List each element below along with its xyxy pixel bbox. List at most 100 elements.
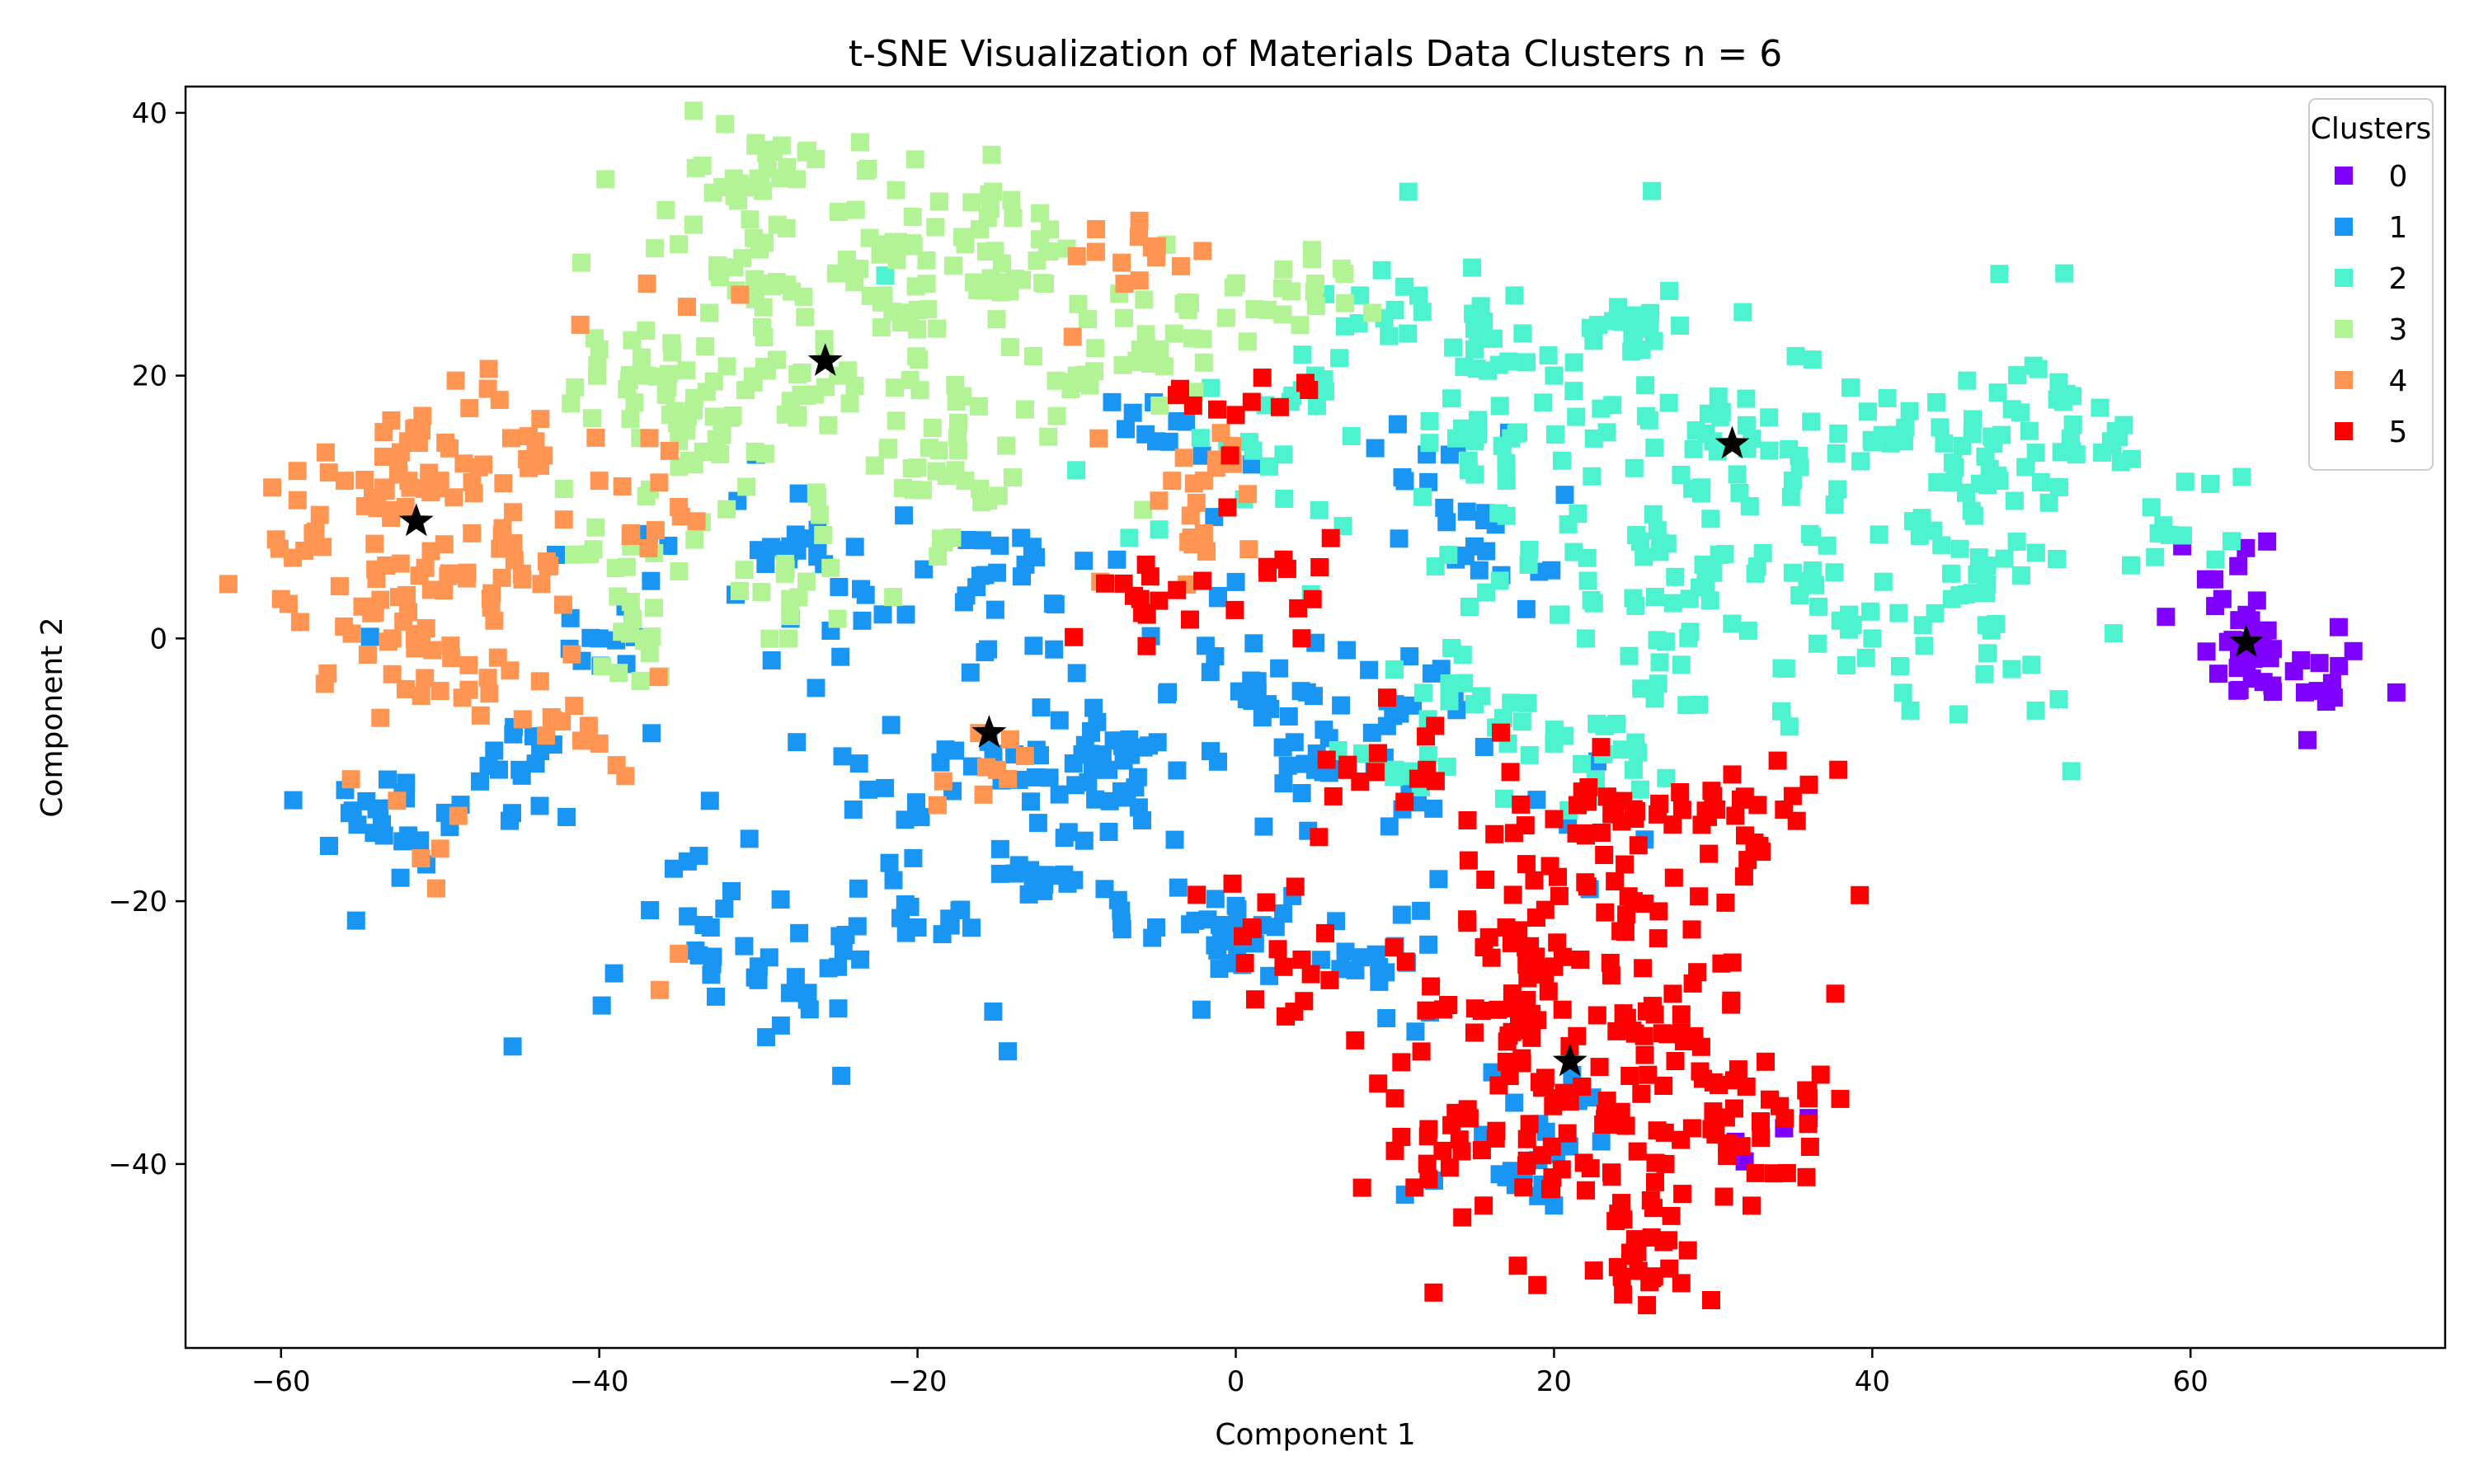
- cluster-2-point: [2149, 524, 2168, 542]
- cluster-5-point: [1606, 1212, 1625, 1231]
- cluster-3-point: [572, 253, 590, 272]
- cluster-2-point: [1564, 353, 1583, 372]
- cluster-1-point: [592, 996, 611, 1015]
- cluster-5-point: [1242, 392, 1261, 411]
- cluster-1-point: [485, 741, 504, 760]
- cluster-3-point: [1039, 427, 1058, 446]
- cluster-1-point: [1380, 817, 1399, 836]
- cluster-3-point: [1135, 290, 1154, 309]
- cluster-5-point: [1499, 1026, 1518, 1045]
- cluster-5-point: [1545, 1089, 1564, 1108]
- cluster-3-point: [807, 483, 825, 502]
- cluster-2-point: [1497, 506, 1516, 525]
- cluster-2-point: [1802, 412, 1821, 431]
- cluster-5-point: [1736, 826, 1754, 845]
- cluster-5-point: [1656, 1154, 1675, 1173]
- cluster-4-point: [383, 665, 402, 683]
- cluster-1-point: [1103, 392, 1122, 411]
- cluster-5-point: [1497, 918, 1516, 937]
- cluster-1-point: [1377, 1009, 1396, 1027]
- cluster-3-point: [1150, 396, 1169, 415]
- cluster-2-point: [1413, 683, 1432, 702]
- cluster-1-point: [1012, 528, 1031, 547]
- cluster-3-point: [917, 251, 936, 270]
- cluster-2-point: [1874, 572, 1893, 591]
- cluster-5-point: [1629, 836, 1648, 855]
- cluster-3-point: [670, 235, 689, 254]
- cluster-5-point: [1634, 959, 1653, 978]
- cluster-1-point: [781, 537, 800, 556]
- cluster-2-point: [1783, 563, 1802, 582]
- cluster-5-point: [1799, 1089, 1818, 1108]
- cluster-3-point: [904, 237, 923, 256]
- cluster-2-point: [1418, 745, 1437, 764]
- cluster-2-point: [1760, 441, 1779, 460]
- cluster-1-point: [343, 801, 362, 820]
- cluster-1-point: [954, 593, 973, 612]
- cluster-4-point: [1174, 448, 1193, 467]
- cluster-5-point: [1418, 1154, 1437, 1173]
- cluster-1-point: [604, 964, 623, 983]
- cluster-4-point: [934, 772, 952, 791]
- cluster-2-point: [1399, 182, 1418, 201]
- cluster-1-point: [1147, 918, 1165, 937]
- cluster-1-point: [1117, 788, 1136, 807]
- cluster-1-point: [762, 538, 781, 556]
- cluster-2-point: [2201, 474, 2220, 493]
- cluster-1-point: [1336, 942, 1355, 961]
- cluster-5-point: [1221, 446, 1239, 465]
- cluster-3-point: [1363, 303, 1381, 322]
- cluster-2-point: [1534, 393, 1553, 412]
- cluster-5-point: [1268, 940, 1287, 959]
- cluster-2-point: [1738, 622, 1757, 641]
- cluster-1-point: [1123, 403, 1142, 422]
- cluster-3-point: [623, 610, 642, 629]
- cluster-1-point: [771, 890, 790, 909]
- cluster-5-point: [1141, 567, 1159, 586]
- cluster-4-point: [530, 672, 549, 691]
- cluster-1-point: [1181, 915, 1200, 934]
- cluster-2-point: [1519, 556, 1538, 574]
- cluster-1-point: [990, 864, 1009, 883]
- cluster-1-point: [1536, 1122, 1555, 1141]
- cluster-5-point: [1346, 1031, 1365, 1050]
- cluster-3-point: [903, 208, 922, 226]
- cluster-1-point: [1059, 823, 1078, 842]
- plot-area-frame: [184, 85, 2447, 1350]
- cluster-5-point: [1746, 1163, 1765, 1182]
- cluster-3-point: [588, 366, 606, 385]
- cluster-2-point: [1825, 563, 1844, 582]
- cluster-3-point: [891, 313, 910, 332]
- cluster-5-point: [1597, 787, 1616, 806]
- cluster-1-point: [807, 679, 825, 697]
- cluster-1-point: [1555, 486, 1574, 505]
- cluster-1-point: [284, 791, 303, 810]
- cluster-3-point: [593, 657, 612, 676]
- x-tick-label: 0: [1227, 1365, 1245, 1398]
- cluster-5-point: [1577, 826, 1595, 845]
- cluster-2-point: [1829, 424, 1848, 443]
- cluster-1-point: [320, 837, 338, 855]
- cluster-1-point: [1158, 685, 1177, 704]
- cluster-3-point: [749, 169, 768, 188]
- cluster-2-point: [1679, 628, 1698, 647]
- cluster-2-point: [1935, 434, 1954, 453]
- cluster-5-point: [1258, 563, 1277, 582]
- cluster-2-point: [1636, 406, 1655, 425]
- cluster-1-point: [1244, 634, 1263, 653]
- cluster-2-point: [1912, 509, 1931, 528]
- cluster-5-point: [1385, 1089, 1404, 1108]
- cluster-2-point: [1992, 425, 2011, 444]
- cluster-5-point: [1662, 1206, 1681, 1225]
- cluster-1-point: [1117, 420, 1135, 439]
- cluster-1-point: [642, 724, 661, 743]
- cluster-5-point: [1771, 1097, 1789, 1115]
- cluster-3-point: [949, 413, 967, 432]
- cluster-3-point: [1085, 362, 1103, 381]
- cluster-3-point: [1079, 310, 1097, 329]
- cluster-3-point: [934, 533, 953, 552]
- cluster-4-point: [526, 432, 545, 451]
- cluster-1-point: [780, 984, 799, 1003]
- cluster-5-point: [1616, 855, 1634, 874]
- cluster-3-point: [884, 588, 903, 607]
